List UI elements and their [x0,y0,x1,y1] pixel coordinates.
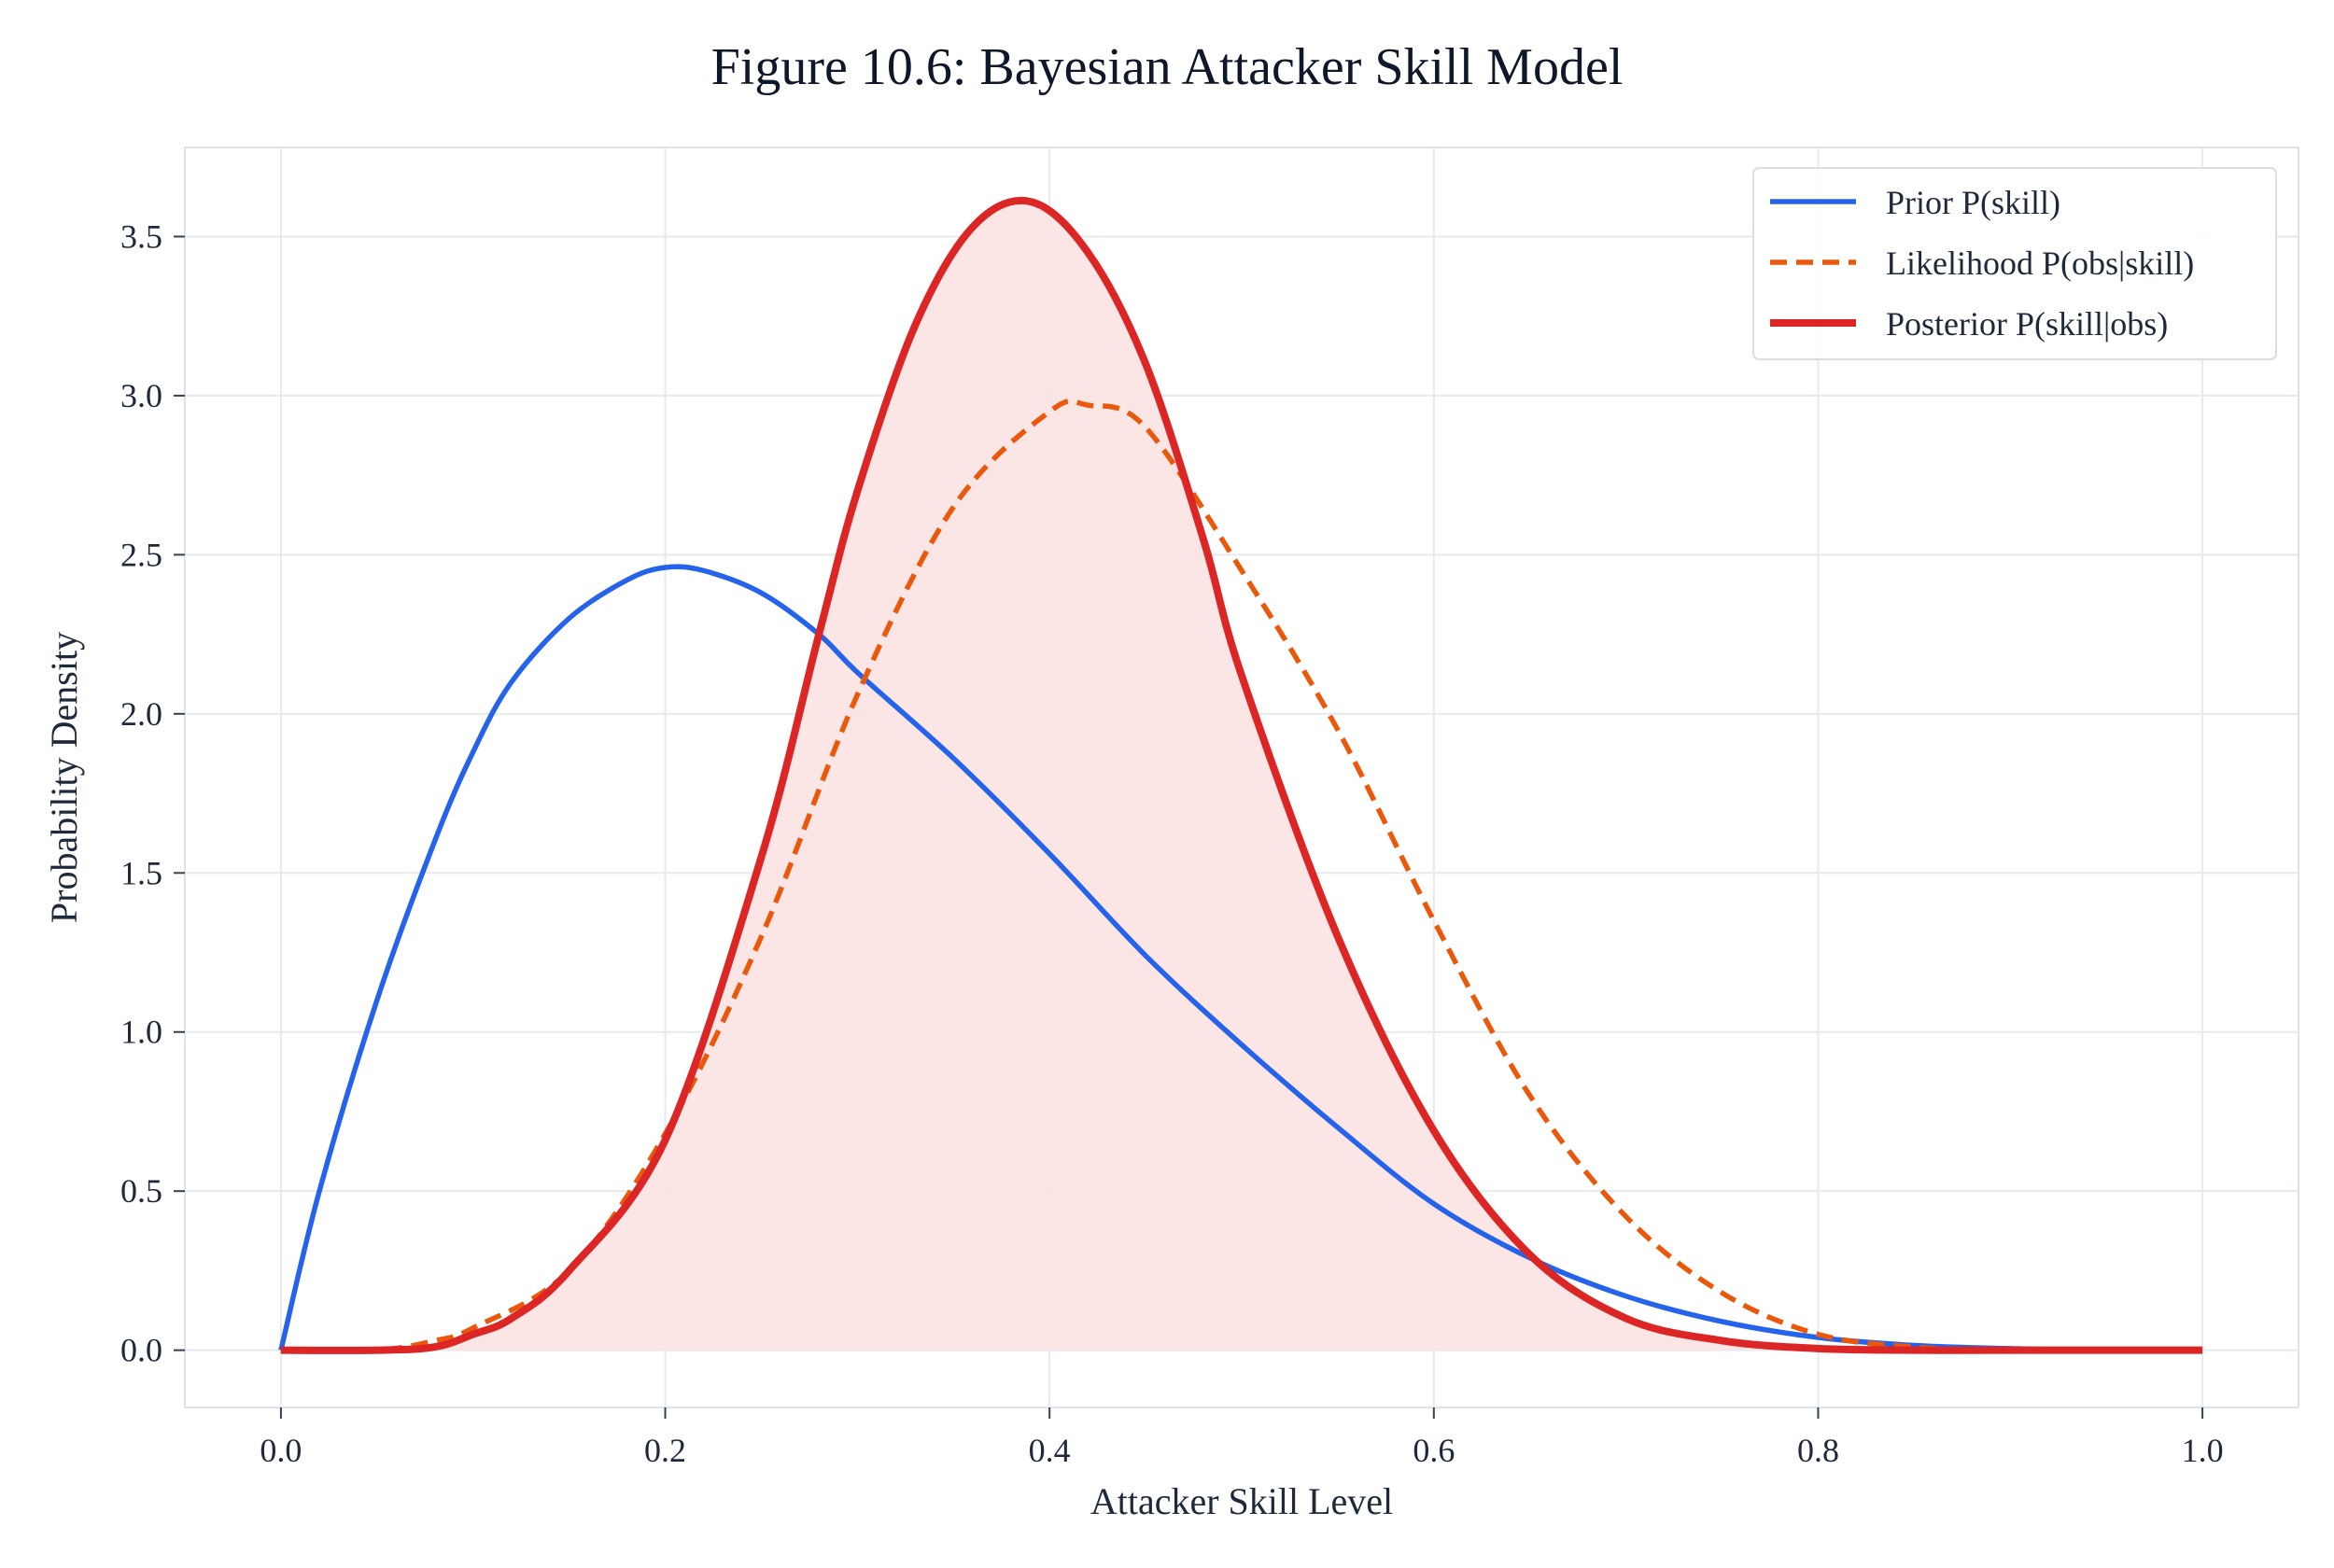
x-tick-label: 0.6 [1413,1432,1455,1469]
y-tick-label: 3.0 [120,377,162,414]
legend-box [1752,167,2277,360]
y-tick-label: 0.0 [120,1332,162,1369]
prior-p-line [278,564,2203,1353]
x-tick-label: 0.4 [1029,1432,1071,1469]
y-tick-label: 1.5 [120,854,162,891]
y-axis-label: Probability Density [43,632,85,923]
x-tick-label: 0.2 [644,1432,686,1469]
posterior-p-line [280,196,2203,1354]
posterior-p-area [280,200,2203,1351]
legend: Prior P(skill) Likelihood P(obs|skill) Pos… [1752,167,2277,360]
y-tick-label: 0.5 [120,1172,162,1210]
y-tick-label: 3.5 [120,217,162,255]
x-tick-label: 0.8 [1797,1432,1839,1469]
legend-label: Prior P(skill) [1886,184,2060,221]
x-tick-label: 1.0 [2182,1432,2224,1469]
fill-layer [280,200,2203,1351]
line-layer [278,196,2203,1354]
legend-label: Posterior P(skill|obs) [1886,305,2168,343]
plot-frame [184,147,2299,1408]
legend-label: Likelihood P(obs|skill) [1886,245,2194,282]
y-tick-label: 1.0 [120,1014,162,1051]
tick-layer: 0.0 0.2 0.4 0.6 0.8 1.0 0.0 0.5 1.0 1.5 2.0 2.5 3.0 3… [120,217,2224,1469]
y-tick-label: 2.5 [120,536,162,573]
x-axis-label: Attacker Skill Level [1090,1480,1393,1522]
chart-title: Figure 10.6: Bayesian Attacker Skill Mod… [710,38,1624,96]
y-tick-label: 2.0 [120,695,162,733]
x-tick-label: 0.0 [260,1432,302,1469]
